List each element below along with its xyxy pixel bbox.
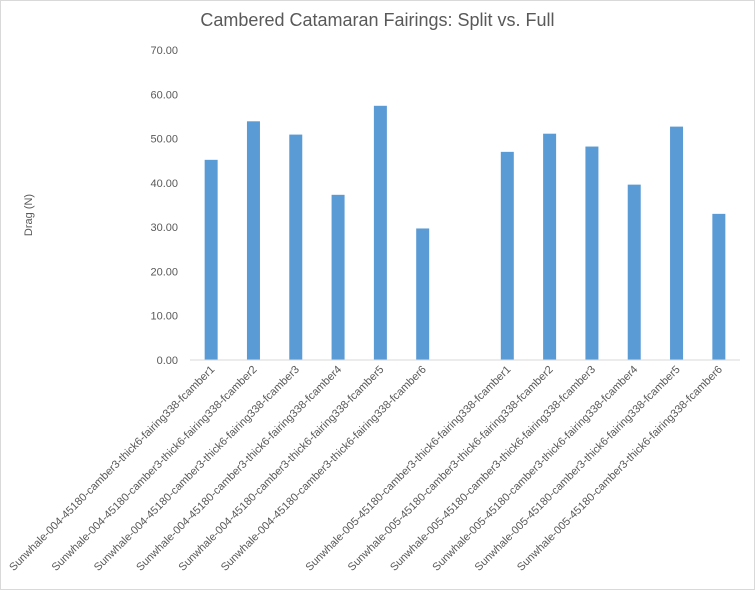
bar [204, 159, 218, 360]
chart-title: Cambered Catamaran Fairings: Split vs. F… [200, 10, 555, 30]
y-tick-label: 70.00 [150, 45, 178, 57]
x-tick-label: Sunwhale-004-45180-camber3-thick6-fairin… [92, 364, 302, 574]
x-tick-label: Sunwhale-005-45180-camber3-thick6-fairin… [346, 364, 556, 574]
x-tick-label: Sunwhale-004-45180-camber3-thick6-fairin… [177, 364, 387, 574]
y-tick-label: 10.00 [150, 311, 178, 323]
bars [204, 105, 726, 360]
bar [712, 213, 726, 360]
bar [289, 134, 303, 360]
x-tick-label: Sunwhale-004-45180-camber3-thick6-fairin… [50, 364, 260, 574]
y-tick-label: 40.00 [150, 178, 178, 190]
y-tick-label: 0.00 [157, 355, 178, 367]
bar [543, 133, 557, 360]
x-tick-label: Sunwhale-005-45180-camber3-thick6-fairin… [473, 364, 683, 574]
bar [416, 228, 430, 360]
x-tick-label: Sunwhale-005-45180-camber3-thick6-fairin… [303, 364, 513, 574]
x-tick-label: Sunwhale-004-45180-camber3-thick6-fairin… [134, 364, 344, 574]
bar [585, 146, 599, 360]
bar [627, 184, 641, 360]
y-tick-label: 50.00 [150, 134, 178, 146]
x-tick-label: Sunwhale-005-45180-camber3-thick6-fairin… [515, 364, 725, 574]
bar [246, 121, 260, 360]
x-tick-label: Sunwhale-005-45180-camber3-thick6-fairin… [388, 364, 598, 574]
bar [373, 105, 387, 360]
bar [500, 151, 514, 360]
x-tick-label: Sunwhale-004-45180-camber3-thick6-fairin… [7, 364, 217, 574]
y-tick-label: 30.00 [150, 222, 178, 234]
y-axis-label: Drag (N) [23, 194, 35, 236]
y-axis-ticks: 0.00 10.00 20.00 30.00 40.00 50.00 60.00 70.00 [150, 45, 178, 367]
bar [670, 126, 684, 360]
y-tick-label: 20.00 [150, 266, 178, 278]
x-axis-labels: Sunwhale-004-45180-camber3-thick6-fairin… [7, 364, 725, 574]
y-tick-label: 60.00 [150, 89, 178, 101]
x-tick-label: Sunwhale-004-45180-camber3-thick6-fairin… [219, 364, 429, 574]
x-tick-label: Sunwhale-005-45180-camber3-thick6-fairin… [430, 364, 640, 574]
bar [331, 194, 345, 360]
